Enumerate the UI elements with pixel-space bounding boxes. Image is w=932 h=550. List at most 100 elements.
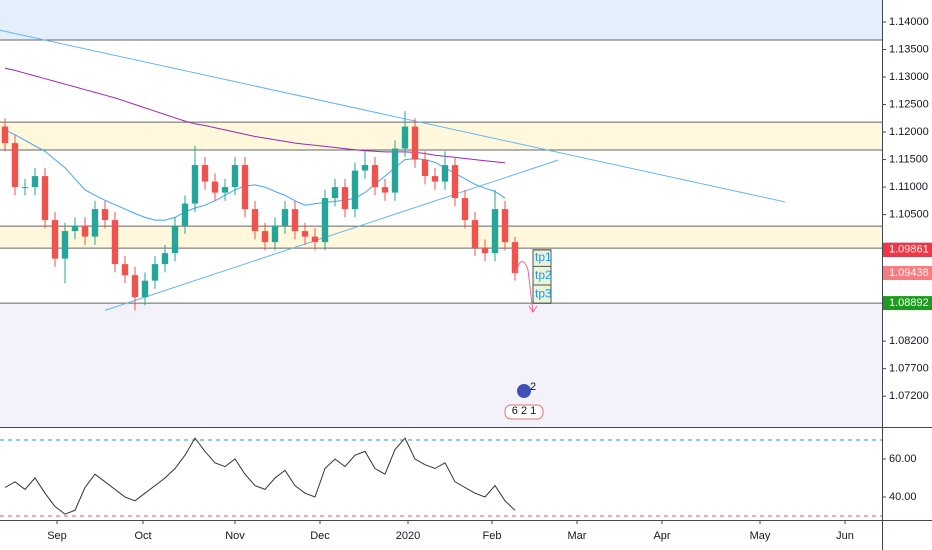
candle-body (511, 242, 519, 273)
candle-body (361, 165, 369, 171)
x-tick-label: Mar (568, 530, 587, 542)
candle-body (311, 236, 319, 243)
candle-body (411, 126, 419, 160)
candle-body (351, 170, 359, 210)
zone (0, 226, 882, 249)
y-tick-label: 1.13500 (889, 43, 929, 55)
x-tick-label: May (750, 530, 771, 542)
candle-body (371, 165, 379, 188)
event-badge[interactable] (504, 404, 544, 420)
moving-average (4, 67, 506, 164)
candle-body (91, 209, 99, 237)
target-label: tp1 (535, 250, 552, 264)
x-tick-label: Apr (653, 530, 670, 542)
candle-body (71, 225, 79, 232)
event-count: 6 2 1 (512, 405, 536, 417)
candle-body (111, 220, 119, 265)
osc-tick-label: 40.00 (889, 491, 917, 503)
target-label: tp2 (535, 268, 552, 282)
candle-body (431, 176, 439, 182)
candle-body (181, 203, 189, 226)
y-tick-label: 1.07700 (889, 363, 929, 375)
trendline (0, 29, 786, 203)
candle-body (441, 165, 449, 182)
candle-body (21, 187, 29, 189)
candle-body (231, 165, 239, 188)
candle-body (321, 198, 329, 243)
y-tick-label: 1.10500 (889, 209, 929, 221)
candle-body (451, 165, 459, 199)
candle-body (41, 176, 49, 221)
zone (0, 303, 882, 427)
y-tick-label: 1.11000 (889, 181, 928, 193)
moving-average (4, 129, 506, 221)
candle-body (101, 209, 109, 221)
candle-body (241, 165, 249, 210)
candle-body (141, 280, 149, 298)
x-tick-label: Feb (483, 530, 502, 542)
candle-body (1, 126, 9, 144)
y-tick-label: 1.08200 (889, 335, 929, 347)
candle-body (131, 275, 139, 298)
candle-body (461, 198, 469, 221)
candle-body (301, 231, 309, 237)
price-pane (0, 29, 786, 311)
candle-body (51, 220, 59, 259)
oscillator-line (4, 437, 516, 515)
candle-body (491, 209, 499, 254)
price-label: 1.09861 (889, 244, 929, 256)
target-label: tp3 (535, 286, 552, 300)
price-label: 1.08892 (889, 297, 929, 309)
candle-body (221, 187, 229, 193)
candle-body (341, 187, 349, 210)
candle-body (61, 231, 69, 259)
candle-body (381, 187, 389, 193)
candle-body (211, 181, 219, 193)
candle-body (81, 225, 89, 237)
price-label-bg (883, 242, 932, 257)
price-label: 1.09438 (889, 267, 929, 279)
candle-body (421, 159, 429, 177)
candle-body (281, 209, 289, 226)
trendline (104, 159, 559, 311)
x-tick-label: Nov (225, 530, 245, 542)
arrow-head (528, 305, 538, 313)
candle-body (391, 148, 399, 193)
x-tick-label: Dec (310, 530, 330, 542)
candle-body (261, 231, 269, 243)
y-tick-label: 1.07200 (889, 390, 929, 402)
candle-body (191, 165, 199, 204)
y-tick-label: 1.14000 (889, 16, 929, 28)
candle-body (251, 209, 259, 232)
candle-body (481, 247, 489, 254)
candle-body (271, 225, 279, 243)
projection-arrow (515, 261, 534, 313)
zone (0, 0, 882, 41)
candle-body (331, 187, 339, 199)
y-tick-label: 1.12000 (889, 126, 929, 138)
candle-body (121, 264, 129, 276)
candle-body (31, 176, 39, 188)
candle-body (151, 264, 159, 281)
candle-body (291, 209, 299, 232)
x-tick-label: Jun (836, 530, 854, 542)
event-icon[interactable] (517, 384, 531, 398)
candle-body (501, 209, 509, 243)
x-tick-label: 2020 (396, 530, 420, 542)
candle-body (401, 126, 409, 149)
price-label-bg (883, 296, 932, 311)
price-label-bg (883, 266, 932, 281)
candle-body (161, 253, 169, 265)
candle-body (171, 225, 179, 254)
candle-body (471, 220, 479, 248)
candle-body (201, 165, 209, 182)
y-tick-label: 1.11500 (889, 153, 928, 165)
x-tick-label: Oct (134, 530, 151, 542)
event-count: 2 (530, 381, 536, 393)
candle-body (11, 143, 19, 188)
y-tick-label: 1.12500 (889, 98, 929, 110)
y-tick-label: 1.13000 (889, 71, 929, 83)
osc-tick-label: 60.00 (889, 453, 917, 465)
x-tick-label: Sep (47, 530, 67, 542)
zones (0, 0, 882, 427)
